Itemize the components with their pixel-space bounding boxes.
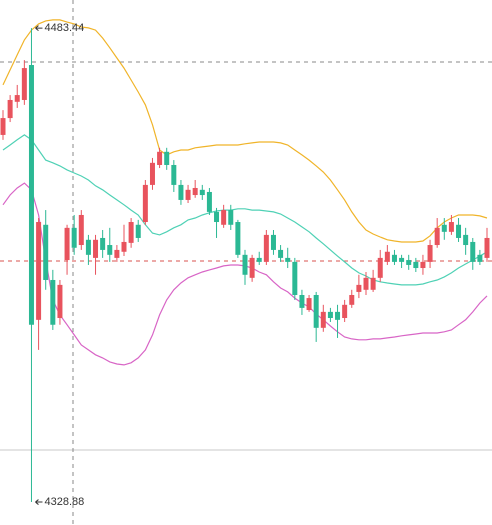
candle-body	[285, 257, 291, 262]
candle-body	[249, 257, 255, 278]
candle-body	[171, 164, 177, 185]
candle-body	[178, 184, 184, 200]
candle-body	[157, 151, 163, 165]
candle-body	[299, 295, 305, 308]
candle-body	[306, 298, 312, 311]
candle-body	[149, 162, 155, 185]
candle-body	[14, 95, 20, 102]
candle-body	[377, 257, 383, 278]
candle-body	[142, 184, 148, 223]
candle-body	[121, 241, 127, 252]
candle-body	[21, 68, 27, 100]
candle-body	[221, 210, 227, 225]
candle-body	[413, 261, 419, 269]
candle-body	[456, 224, 462, 238]
candle-body	[470, 241, 476, 262]
candle-body	[356, 284, 362, 292]
candle-body	[448, 222, 454, 232]
candle-body	[85, 239, 91, 255]
candle-body	[78, 214, 84, 246]
candle-body	[114, 249, 120, 258]
candle-body	[327, 311, 333, 319]
candle-body	[43, 224, 49, 280]
candle-body	[71, 227, 77, 248]
band-line	[2, 19, 488, 243]
low-label: 4328.88	[44, 496, 84, 508]
candle-body	[406, 260, 412, 265]
candle-body	[278, 249, 284, 258]
candle-body	[164, 151, 170, 165]
candle-body	[370, 277, 376, 290]
candle-body	[135, 224, 141, 238]
label-arrow	[35, 25, 43, 31]
candle-body	[441, 224, 447, 232]
candle-body	[206, 191, 212, 212]
candle-body	[463, 234, 469, 246]
candle-body	[477, 254, 483, 262]
candle-body	[420, 261, 426, 269]
candle-body	[391, 254, 397, 262]
candle-body	[384, 251, 390, 262]
candle-body	[0, 118, 6, 135]
candle-body	[57, 284, 63, 319]
candle-body	[100, 237, 106, 250]
candle-body	[50, 279, 56, 325]
candle-body	[349, 295, 355, 305]
candle-body	[228, 210, 234, 225]
candle-body	[335, 311, 341, 320]
candle-body	[192, 187, 198, 196]
candle-body	[93, 239, 99, 258]
candle-body	[256, 257, 262, 262]
candle-body	[320, 311, 326, 328]
high-label: 4483.44	[44, 22, 84, 34]
candle-body	[36, 222, 42, 320]
band-line	[2, 134, 488, 286]
candle-body	[342, 304, 348, 319]
candle-body	[242, 254, 248, 275]
candle-body	[399, 257, 405, 262]
candle-body	[313, 295, 319, 328]
candle-body	[107, 245, 113, 255]
candle-body	[128, 222, 134, 243]
candle-body	[64, 227, 70, 261]
candle-body	[214, 211, 220, 223]
candle-body	[270, 234, 276, 250]
candle-body	[484, 237, 490, 258]
candle-body	[263, 234, 269, 262]
candle-body	[7, 99, 13, 119]
candle-body	[363, 277, 369, 290]
candle-body	[199, 189, 205, 196]
candle-body	[235, 222, 241, 255]
label-arrow	[35, 499, 43, 505]
candle-body	[292, 261, 298, 296]
candle-body	[427, 245, 433, 262]
candle-body	[185, 189, 191, 200]
candle-body	[28, 65, 34, 325]
candle-body	[434, 227, 440, 246]
